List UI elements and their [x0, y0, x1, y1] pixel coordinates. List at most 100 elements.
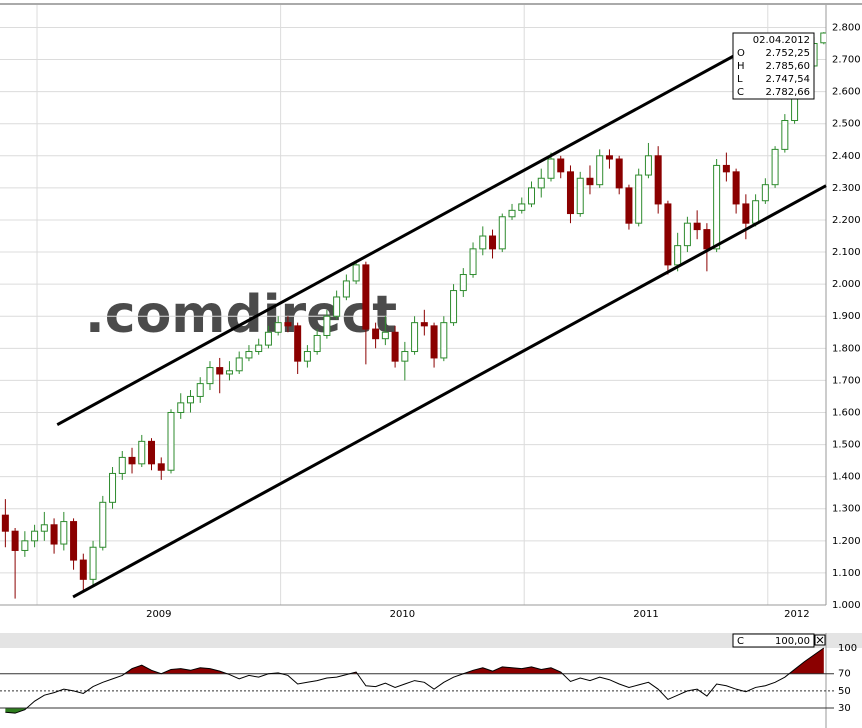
value-box-label: C — [737, 636, 744, 647]
x-tick-label: 2011 — [633, 609, 658, 620]
y-tick-label: 1.800 — [832, 343, 861, 354]
candle-body — [722, 164, 730, 173]
candle-body — [167, 411, 175, 471]
panel-header — [0, 633, 862, 648]
candle-body — [21, 540, 29, 551]
y-tick-label: 2.100 — [832, 247, 861, 258]
rsi-line — [5, 647, 825, 714]
y-tick-label: 30 — [838, 703, 851, 714]
y-tick-label: 2.800 — [832, 22, 861, 33]
candle-body — [11, 530, 19, 551]
trend-line — [72, 184, 827, 599]
ohlc-value: 2.747,54 — [765, 74, 810, 85]
y-tick-label: 1.900 — [832, 311, 861, 322]
y-tick-label: 1.400 — [832, 472, 861, 483]
candle-body — [313, 334, 321, 353]
candle-body — [294, 325, 302, 362]
x-tick-label: 2009 — [146, 609, 171, 620]
y-tick-label: 2.500 — [832, 119, 861, 130]
candle-body — [138, 440, 146, 465]
candle-body — [430, 325, 438, 359]
candle-body — [109, 472, 117, 503]
candle-body — [644, 155, 652, 176]
y-tick-label: 2.200 — [832, 215, 861, 226]
candle-body — [683, 222, 691, 247]
candles — [1, 32, 826, 599]
candle-body — [148, 440, 156, 465]
y-tick-label: 1.500 — [832, 440, 861, 451]
candle-body — [333, 296, 341, 317]
candle-body — [274, 322, 282, 333]
candle-body — [761, 184, 769, 202]
y-tick-label: 1.600 — [832, 407, 861, 418]
trend-line — [56, 36, 769, 426]
value-box-value: 100,00 — [775, 636, 810, 647]
y-tick-label: 2.700 — [832, 55, 861, 66]
candle-body — [625, 187, 633, 224]
candle-body — [235, 357, 243, 372]
y-tick-label: 1.700 — [832, 375, 861, 386]
candle-body — [508, 209, 516, 218]
close-icon — [816, 636, 824, 644]
candle-body — [303, 351, 311, 362]
candle-body — [537, 177, 545, 189]
candle-body — [177, 402, 185, 413]
candle-body — [381, 331, 389, 340]
candle-body — [576, 177, 584, 215]
ohlc-label: O — [737, 48, 745, 59]
level-fill — [5, 708, 27, 714]
candle-body — [372, 328, 380, 340]
candle-body — [674, 245, 682, 266]
candle-body — [459, 274, 467, 292]
candle-body — [498, 216, 506, 250]
price-panel: .comdirect 1.000 1.100 1.200 1.300 1.400 1.500… — [0, 5, 861, 620]
candle-body — [566, 171, 574, 215]
candle-body — [411, 322, 419, 353]
candle-body — [206, 367, 214, 385]
ohlc-value: 2.752,25 — [765, 48, 810, 59]
candle-body — [450, 290, 458, 324]
candle-body — [615, 158, 623, 189]
ohlc-label: L — [737, 74, 743, 85]
candle-body — [557, 158, 565, 173]
y-tick-label: 2.300 — [832, 183, 861, 194]
candle-body — [89, 546, 97, 580]
candle-body — [118, 456, 126, 474]
candle-body — [362, 264, 370, 330]
ohlc-date: 02.04.2012 — [753, 35, 810, 46]
candle-body — [216, 367, 224, 375]
candle-body — [352, 264, 360, 282]
candle-body — [479, 235, 487, 250]
candle-body — [547, 158, 555, 179]
candle-body — [342, 280, 350, 298]
y-tick-label: 70 — [838, 669, 851, 680]
ohlc-value: 2.785,60 — [765, 61, 810, 72]
y-tick-label: 2.600 — [832, 87, 861, 98]
ohlc-value: 2.782,66 — [765, 87, 810, 98]
candle-body — [50, 524, 58, 545]
y-tick-label: 1.200 — [832, 536, 861, 547]
candle-body — [654, 155, 662, 205]
candle-body — [99, 501, 107, 548]
candle-body — [440, 322, 448, 359]
x-tick-label: 2012 — [784, 609, 809, 620]
candle-body — [518, 203, 526, 211]
y-tick-label: 50 — [838, 686, 851, 697]
candle-body — [401, 351, 409, 362]
candle-body — [703, 229, 711, 250]
candle-body — [489, 235, 497, 250]
candle-body — [70, 521, 78, 561]
ohlc-label: C — [737, 87, 744, 98]
y-tick-label: 2.000 — [832, 279, 861, 290]
ohlc-label: H — [737, 61, 745, 72]
candle-body — [40, 524, 48, 532]
rsi-panel: 100 70 50 30 C 100,00 — [0, 633, 862, 728]
candle-body — [245, 351, 253, 359]
candle-body — [79, 559, 87, 580]
candle-body — [528, 187, 536, 205]
candle-body — [391, 331, 399, 362]
candle-body — [605, 155, 613, 160]
